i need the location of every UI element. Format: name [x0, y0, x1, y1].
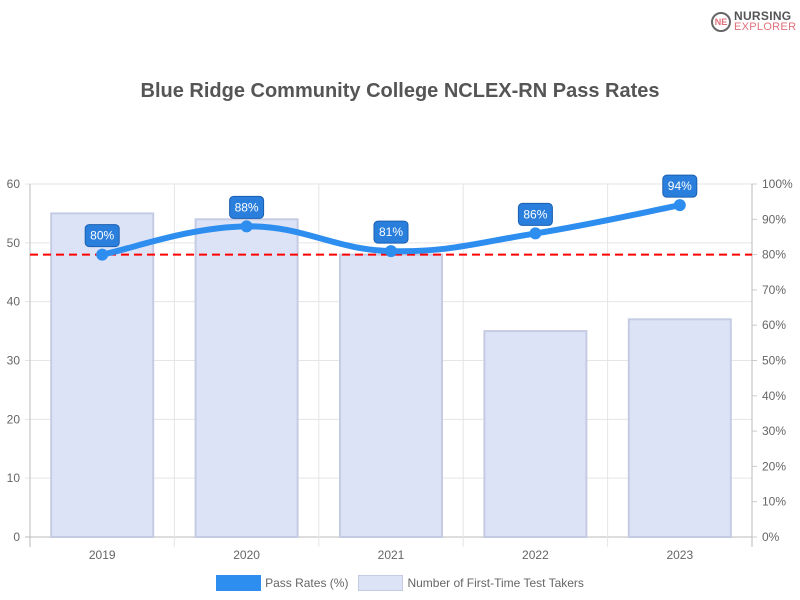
data-label-box [229, 195, 265, 219]
bar-2021 [339, 253, 443, 538]
pass-rate-point-2022 [529, 227, 542, 240]
bar-2020 [194, 218, 299, 539]
legend: Pass Rates (%) Number of First-Time Test… [0, 575, 800, 591]
legend-swatch-test-takers [358, 575, 404, 591]
y-right-tick-label: 10% [762, 495, 786, 509]
bar-2023 [627, 318, 732, 539]
legend-label: Pass Rates (%) [265, 576, 349, 590]
y-right-tick-label: 70% [762, 283, 786, 297]
data-label: 81% [379, 225, 403, 239]
y-left-tick-label: 10 [7, 471, 21, 485]
logo-mark-icon: NE [711, 12, 731, 32]
y-left-tick-label: 60 [7, 177, 21, 191]
x-tick-label: 2021 [378, 548, 405, 562]
data-label-box [373, 220, 409, 244]
logo-line2: EXPLORER [734, 21, 797, 33]
logo-line1: NURSING [734, 9, 792, 23]
x-tick-label: 2020 [233, 548, 260, 562]
y-right-tick-label: 80% [762, 248, 786, 262]
y-right-tick-label: 0% [762, 530, 780, 544]
data-label: 86% [523, 207, 547, 221]
bar-2019 [50, 212, 155, 539]
bar-2022 [483, 330, 588, 539]
data-label-box [84, 224, 120, 248]
y-right-tick-label: 40% [762, 389, 786, 403]
legend-item-pass-rates[interactable]: Pass Rates (%) [216, 575, 348, 591]
x-tick-label: 2022 [522, 548, 549, 562]
y-right-tick-label: 60% [762, 318, 786, 332]
data-label: 88% [235, 200, 259, 214]
pass-rate-point-2021 [385, 245, 397, 258]
y-left-tick-label: 50 [7, 236, 21, 250]
data-label-box [517, 202, 553, 226]
pass-rate-point-2023 [673, 199, 686, 212]
y-left-tick-label: 30 [7, 354, 21, 368]
data-label: 94% [668, 179, 692, 193]
y-right-tick-label: 20% [762, 459, 786, 473]
y-right-tick-label: 30% [762, 424, 786, 438]
legend-swatch-pass-rates [216, 575, 262, 591]
pass-rate-point-2019 [96, 248, 109, 261]
legend-item-test-takers[interactable]: Number of First-Time Test Takers [358, 575, 584, 591]
y-right-tick-label: 100% [762, 177, 793, 191]
y-right-tick-label: 50% [762, 354, 786, 368]
x-tick-label: 2023 [666, 548, 693, 562]
legend-label: Number of First-Time Test Takers [407, 576, 584, 590]
nursing-explorer-logo: NE NURSING EXPLORER [710, 8, 796, 36]
chart-title: Blue Ridge Community College NCLEX-RN Pa… [140, 80, 660, 102]
x-tick-label: 2019 [89, 548, 116, 562]
data-label: 80% [90, 229, 114, 243]
y-right-tick-label: 90% [762, 212, 786, 226]
pass-rate-point-2020 [240, 220, 253, 233]
y-left-tick-label: 40 [7, 295, 21, 309]
data-label-box [662, 174, 698, 198]
y-left-tick-label: 0 [13, 530, 20, 544]
y-left-tick-label: 20 [7, 412, 21, 426]
